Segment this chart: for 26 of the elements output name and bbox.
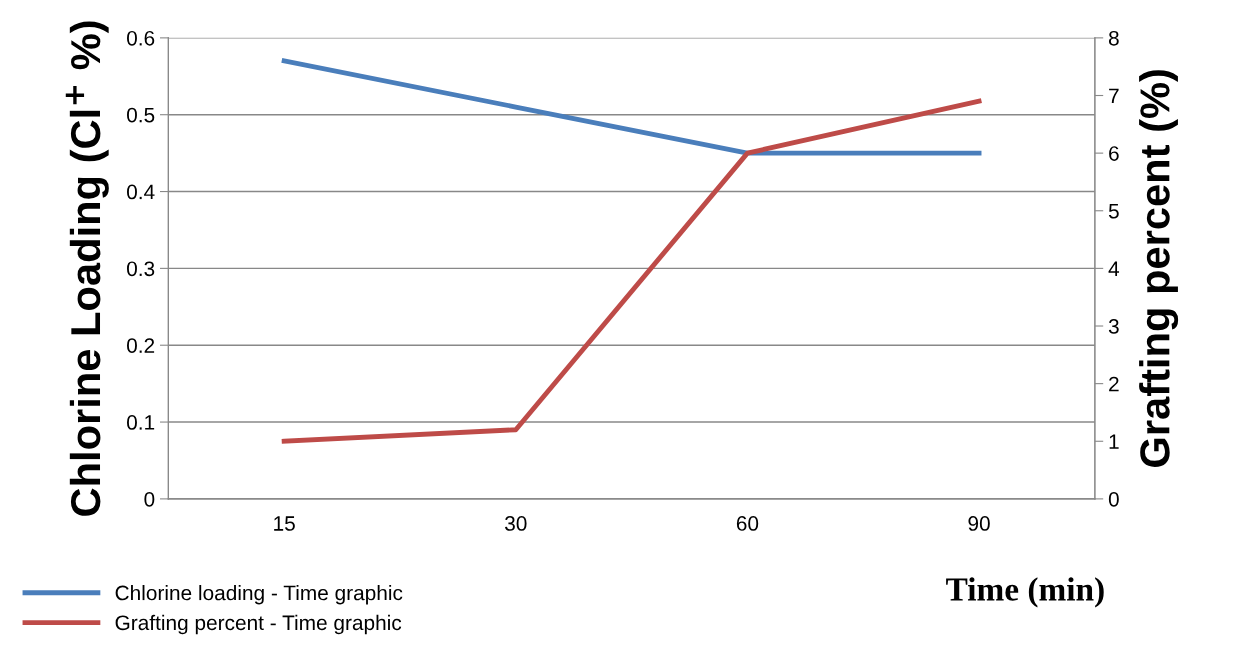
y2-tick-label: 6 — [1109, 146, 1119, 161]
y2-axis-title: Grafting percent (%) — [1139, 70, 1179, 467]
y-tick-label: 0.4 — [127, 184, 155, 200]
x-tick-label: 15 — [274, 516, 295, 531]
y-tick-label: 0.6 — [127, 30, 155, 46]
x-tick-label: 90 — [968, 516, 990, 531]
y2-tick-label: 4 — [1108, 261, 1120, 276]
y2-tick-label: 3 — [1108, 319, 1119, 334]
y2-tick-label: 0 — [1108, 491, 1119, 507]
y2-tick-label: 7 — [1109, 88, 1119, 104]
line-series — [281, 98, 982, 444]
legend-label: Chlorine loading - Time graphic — [115, 584, 403, 605]
y-tick-label: 0.1 — [127, 415, 155, 430]
y-axis-title: Chlorine Loading (Cl$^{+}$ %) — [65, 21, 109, 516]
legend-label: Grafting percent - Time graphic — [115, 614, 402, 635]
y-tick-label: 0.2 — [127, 338, 155, 353]
x-tick-label: 30 — [505, 516, 527, 531]
x-axis-title: Time (min) — [946, 577, 1104, 608]
y2-tick-label: 5 — [1108, 203, 1119, 219]
y2-tick-label: 8 — [1108, 30, 1119, 46]
y-tick-label: 0.3 — [127, 261, 155, 277]
y-tick-label: 0.5 — [127, 107, 155, 123]
y2-tick-label: 1 — [1109, 434, 1119, 449]
y-tick-label: 0 — [144, 491, 155, 507]
y2-tick-label: 2 — [1109, 376, 1119, 392]
x-tick-label: 60 — [736, 516, 759, 531]
